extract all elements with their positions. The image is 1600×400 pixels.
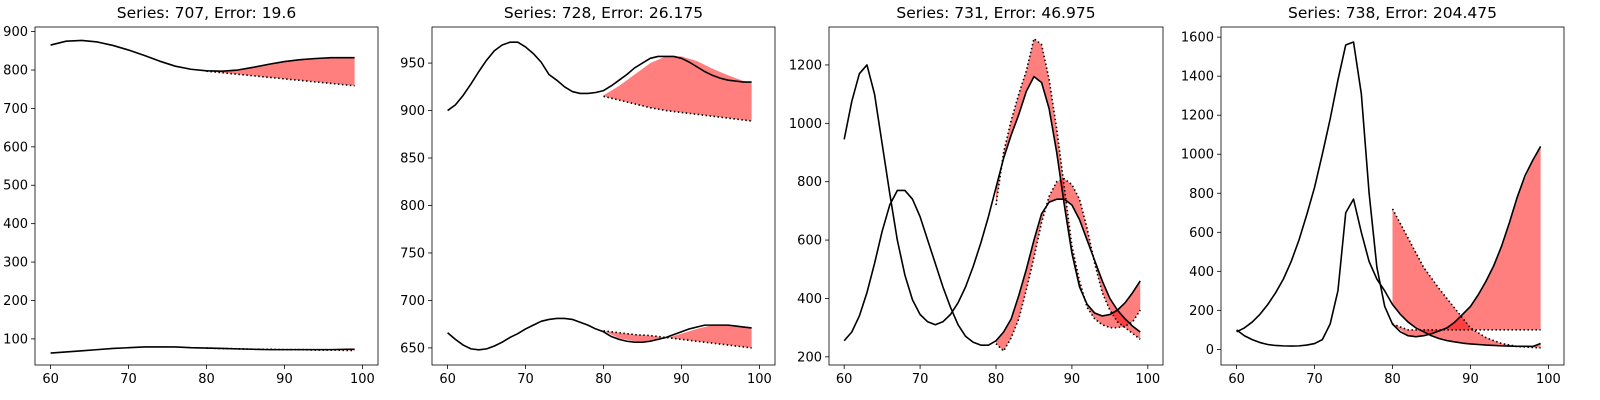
plot-area	[50, 39, 355, 354]
plot-layer: 60 70 80 90 100 650 700 750 800 850 900 950	[400, 26, 776, 387]
y-tick-label: 900	[3, 25, 28, 40]
y-tick-label: 800	[400, 199, 425, 214]
series-line	[843, 64, 1141, 326]
y-tick-label: 700	[400, 294, 425, 309]
x-tick-label: 70	[120, 372, 137, 387]
x-tick-label: 90	[276, 372, 293, 387]
y-tick-label: 400	[1189, 265, 1214, 280]
series-line	[843, 189, 1141, 346]
subplot-2: Series: 728, Error: 26.175 60 70 80 90 100 65…	[400, 4, 776, 387]
y-tick-label: 200	[797, 350, 822, 365]
y-tick-label: 800	[797, 175, 822, 190]
x-tick-label: 80	[198, 372, 215, 387]
y-tick-label: 1200	[1181, 109, 1214, 124]
x-tick-label: 70	[517, 372, 534, 387]
x-tick-label: 70	[912, 372, 929, 387]
x-tick-label: 60	[1228, 372, 1245, 387]
y-tick-label: 1400	[1181, 70, 1214, 85]
x-tick-label: 60	[439, 372, 456, 387]
x-tick-label: 100	[350, 372, 375, 387]
series-line	[50, 39, 355, 72]
y-tick-label: 400	[797, 292, 822, 307]
series-line	[1236, 41, 1542, 338]
x-tick-label: 90	[1064, 372, 1081, 387]
x-tick-label: 100	[747, 372, 772, 387]
y-tick-label: 300	[3, 256, 28, 271]
y-tick-label: 850	[400, 152, 425, 167]
y-tick-label: 600	[3, 140, 28, 155]
subplot-title: Series: 728, Error: 26.175	[504, 4, 703, 22]
y-tick-label: 600	[797, 234, 822, 249]
error-band	[1392, 146, 1541, 336]
x-tick-label: 60	[42, 372, 59, 387]
subplot-title: Series: 707, Error: 19.6	[117, 4, 296, 22]
y-tick-label: 1000	[1181, 148, 1214, 163]
y-tick-label: 200	[3, 294, 28, 309]
y-tick-label: 200	[1189, 304, 1214, 319]
y-tick-label: 600	[1189, 226, 1214, 241]
error-band	[603, 325, 752, 348]
x-tick-label: 100	[1536, 372, 1561, 387]
x-tick-label: 100	[1135, 372, 1160, 387]
x-tick-label: 90	[1462, 372, 1479, 387]
plot-layer: 60 70 80 90 100 200 400 600 800 1000 1200	[789, 26, 1164, 387]
y-tick-label: 1600	[1181, 31, 1214, 46]
forecast-line	[603, 95, 752, 122]
y-tick-label: 400	[3, 217, 28, 232]
y-tick-label: 500	[3, 179, 28, 194]
y-tick-label: 900	[400, 104, 425, 119]
x-tick-label: 60	[836, 372, 853, 387]
subplot-title: Series: 731, Error: 46.975	[896, 4, 1095, 22]
y-tick-label: 650	[400, 341, 425, 356]
series-line	[447, 317, 752, 351]
subplot-3: Series: 731, Error: 46.975 60 70 80 90 100 20…	[789, 4, 1164, 387]
error-band	[996, 178, 1141, 351]
y-tick-label: 750	[400, 246, 425, 261]
error-band	[1392, 208, 1541, 348]
forecast-line	[995, 37, 1141, 329]
y-tick-label: 950	[400, 57, 425, 72]
y-tick-label: 0	[1206, 343, 1214, 358]
y-tick-label: 800	[1189, 187, 1214, 202]
y-tick-label: 1200	[789, 58, 822, 73]
plot-area	[843, 37, 1141, 353]
plot-area	[447, 41, 752, 351]
x-tick-label: 80	[595, 372, 612, 387]
y-tick-label: 700	[3, 102, 28, 117]
x-tick-label: 70	[1306, 372, 1323, 387]
subplot-4: Series: 738, Error: 204.475 60 70 80 90 1000…	[1181, 4, 1565, 387]
x-tick-label: 90	[673, 372, 690, 387]
plot-layer: 60 70 80 90 100 100 200 300 400 500 600 700 800 900	[3, 25, 379, 387]
y-tick-label: 100	[3, 332, 28, 347]
subplot-title: Series: 738, Error: 204.475	[1288, 4, 1497, 22]
series-line	[1236, 198, 1541, 348]
y-tick-label: 1000	[789, 117, 822, 132]
plot-area	[1236, 41, 1542, 349]
series-line	[447, 41, 752, 112]
error-band	[603, 56, 752, 121]
error-band	[206, 57, 355, 86]
subplot-1: Series: 707, Error: 19.6 60 70 80 90 100 100 2…	[3, 4, 379, 387]
x-tick-label: 80	[1384, 372, 1401, 387]
series-line	[50, 346, 355, 354]
x-tick-label: 80	[988, 372, 1005, 387]
y-tick-label: 800	[3, 64, 28, 79]
